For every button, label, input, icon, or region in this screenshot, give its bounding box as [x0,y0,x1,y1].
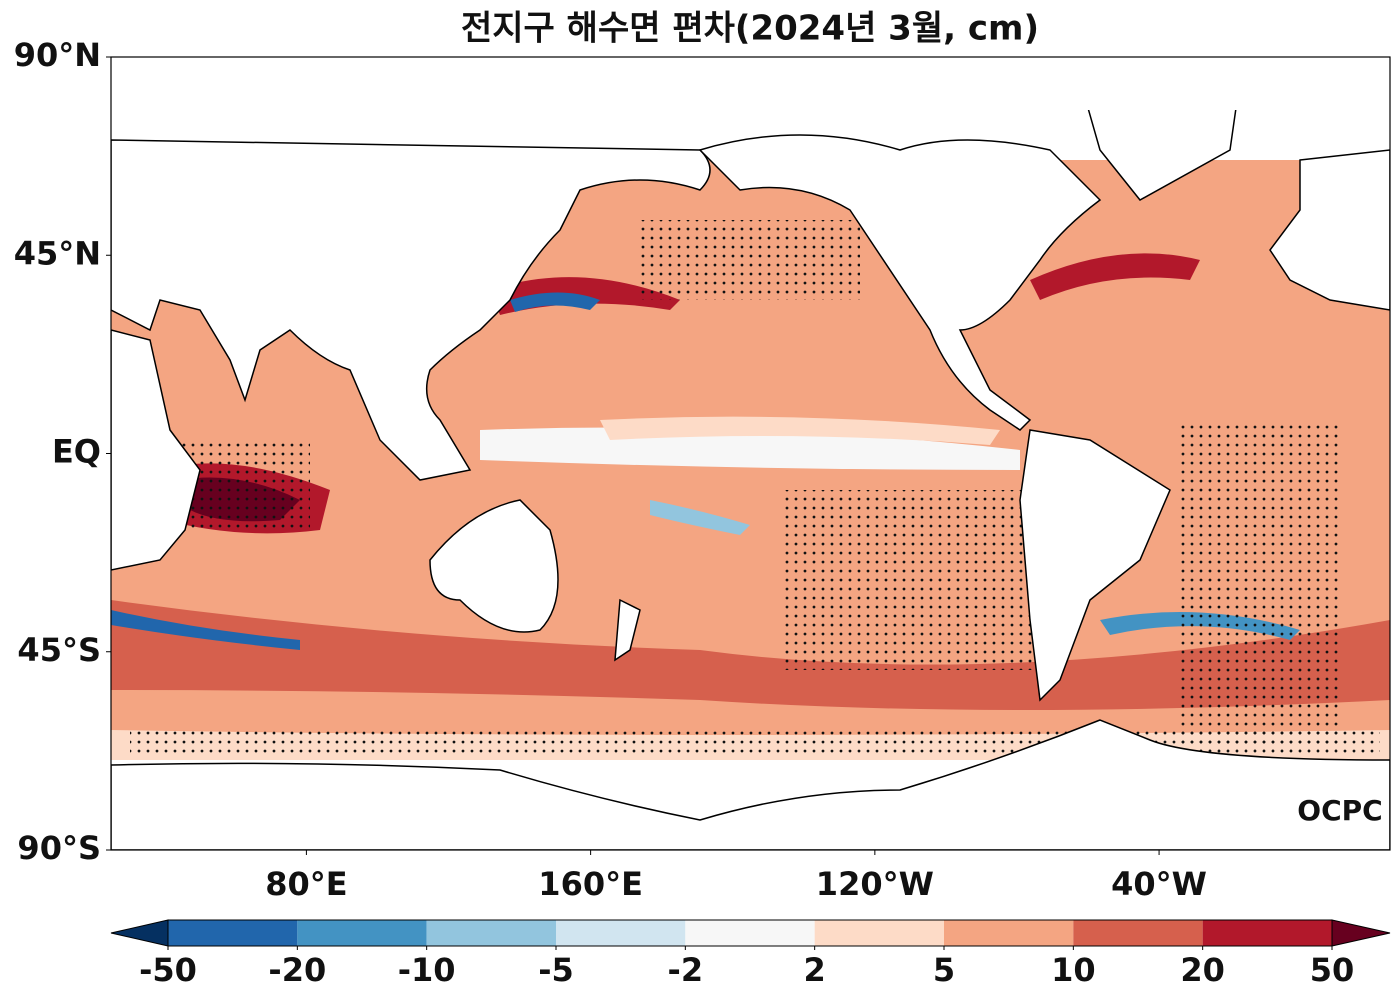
lat-label: 90°S [17,829,101,867]
colorbar-bin [556,920,686,946]
lat-label: EQ [52,433,101,471]
colorbar-label: 2 [804,951,826,989]
colorbar-under [110,919,169,947]
colorbar-label: -2 [668,951,704,989]
colorbar-label: 10 [1051,951,1096,989]
lat-label: 90°N [14,36,101,74]
land [111,57,1390,850]
lat-label: 45°S [17,631,101,669]
map-area: OCPC [111,57,1390,850]
colorbar-label: 20 [1180,951,1225,989]
colorbar-label: -10 [398,951,456,989]
lon-label: 120°W [816,865,934,903]
colorbar-frame [167,919,1333,947]
title: 전지구 해수면 편차(2024년 3월, cm) [461,9,1039,49]
colorbar-bin [297,920,427,946]
colorbar-label: 50 [1310,951,1355,989]
colorbar-bin [944,920,1074,946]
colorbar-label: -20 [268,951,326,989]
lat-label: 45°N [14,234,101,272]
lon-label: 80°E [265,865,347,903]
colorbar-bin [814,920,944,946]
colorbar-bin [426,920,556,946]
colorbar-label: -5 [538,951,574,989]
lon-label: 40°W [1111,865,1207,903]
colorbar-bin [685,920,815,946]
colorbar-label: -50 [139,951,197,989]
colorbar-bin [168,920,298,946]
colorbar-bin [1073,920,1203,946]
logo: OCPC [1297,794,1382,827]
colorbar-label: 5 [933,951,955,989]
colorbar-over [1331,919,1391,947]
colorbar-bin [1202,920,1332,946]
lon-label: 160°E [538,865,643,903]
